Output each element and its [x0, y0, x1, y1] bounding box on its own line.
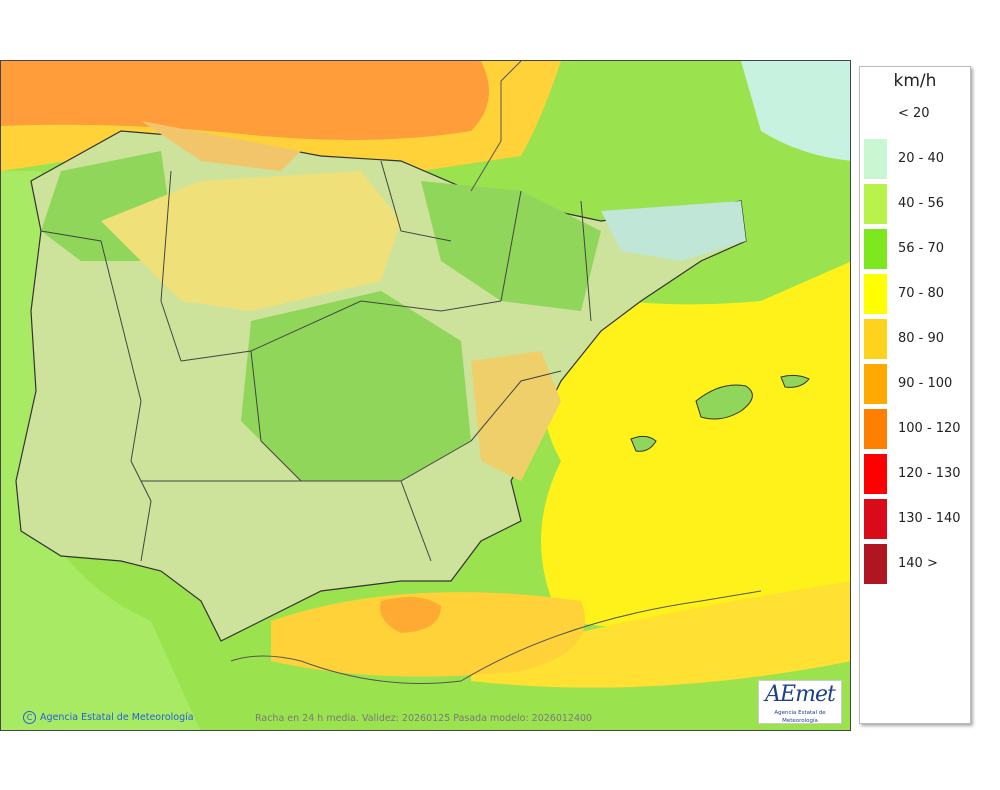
- legend-swatch: [864, 94, 887, 134]
- legend-item: 130 - 140: [864, 499, 968, 539]
- legend-label: 130 - 140: [898, 511, 961, 526]
- menorca[interactable]: [780, 374, 810, 388]
- color-legend: km/h < 20 20 - 40 40 - 56 56 - 70 70 - 80 80 …: [859, 66, 971, 724]
- legend-swatch: [864, 364, 887, 404]
- legend-item: 90 - 100: [864, 364, 968, 404]
- legend-item: 40 - 56: [864, 184, 968, 224]
- legend-label: 140 >: [898, 556, 938, 571]
- legend-swatch: [864, 229, 887, 269]
- gust-zone-70-80-castilla: [101, 171, 401, 311]
- gust-zone-20-40-catalonia: [601, 201, 746, 261]
- gust-zone-20-40-ne: [741, 61, 850, 161]
- north-africa-coast: [230, 590, 762, 684]
- legend-item: 20 - 40: [864, 139, 968, 179]
- gust-zone-80-90-east: [471, 351, 561, 481]
- legend-item: 140 >: [864, 544, 968, 584]
- aemet-logo[interactable]: AEmet Agencia Estatal de Meteorología: [758, 680, 842, 724]
- legend-item: 56 - 70: [864, 229, 968, 269]
- portugal-border: [40, 230, 152, 562]
- aemet-logo-text: AEmet: [765, 682, 836, 707]
- gust-zone-90-100-alboran: [380, 597, 441, 633]
- gust-zone-100-120: [1, 61, 489, 140]
- gust-zone-north-africa: [471, 581, 850, 688]
- aemet-logo-subtitle: Agencia Estatal de Meteorología: [774, 710, 826, 724]
- gust-zone-40-56-atlantic: [1, 171, 201, 730]
- france-coast: [470, 61, 522, 192]
- legend-swatch: [864, 274, 887, 314]
- legend-item: < 20: [864, 94, 968, 134]
- legend-swatch: [864, 454, 887, 494]
- legend-swatch: [864, 499, 887, 539]
- wind-gust-map[interactable]: C Agencia Estatal de Meteorología Racha …: [0, 60, 851, 731]
- legend-item: 70 - 80: [864, 274, 968, 314]
- gust-zone-80-90-cantabria: [141, 121, 301, 171]
- agency-credit-text: Agencia Estatal de Meteorología: [40, 712, 194, 723]
- legend-label: 40 - 56: [898, 196, 945, 211]
- legend-swatch: [864, 139, 887, 179]
- mallorca[interactable]: [695, 384, 753, 420]
- legend-item: 100 - 120: [864, 409, 968, 449]
- gust-zone-70-80-med: [541, 261, 850, 631]
- gust-zone-80-90-alboran: [271, 592, 585, 677]
- legend-label: 20 - 40: [898, 151, 945, 166]
- legend-unit: km/h: [893, 71, 937, 91]
- agency-credit[interactable]: C Agencia Estatal de Meteorología: [23, 711, 194, 724]
- legend-label: 80 - 90: [898, 331, 945, 346]
- gust-zone-56-70-center: [241, 291, 471, 481]
- legend-label: 70 - 80: [898, 286, 945, 301]
- region-boundaries: [141, 160, 592, 562]
- legend-item: 80 - 90: [864, 319, 968, 359]
- legend-swatch: [864, 319, 887, 359]
- legend-label: 120 - 130: [898, 466, 961, 481]
- legend-swatch: [864, 409, 887, 449]
- copyright-icon: C: [23, 711, 36, 724]
- map-caption: Racha en 24 h media. Validez: 20260125 P…: [255, 713, 593, 724]
- ibiza[interactable]: [630, 435, 657, 452]
- legend-swatch: [864, 544, 887, 584]
- legend-label: 90 - 100: [898, 376, 953, 391]
- map-canvas: [1, 61, 850, 730]
- legend-label: < 20: [898, 106, 930, 121]
- legend-item: 120 - 130: [864, 454, 968, 494]
- legend-label: 100 - 120: [898, 421, 961, 436]
- legend-swatch: [864, 184, 887, 224]
- legend-label: 56 - 70: [898, 241, 945, 256]
